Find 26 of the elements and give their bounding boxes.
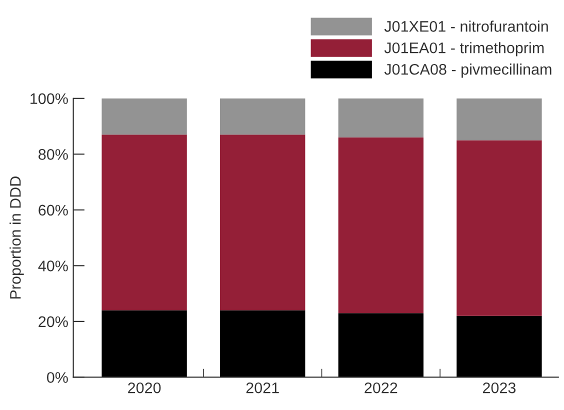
bar <box>338 137 424 314</box>
x-tick-label: 2020 <box>128 382 161 394</box>
bar <box>456 98 542 140</box>
y-tick-label: 100% <box>30 93 68 104</box>
bar <box>220 134 306 310</box>
bar <box>338 98 424 138</box>
bar <box>456 316 542 378</box>
bar <box>220 98 306 135</box>
y-tick-label: 40% <box>38 260 68 272</box>
bar <box>102 134 187 310</box>
x-tick-label: 2021 <box>246 382 279 394</box>
y-tick-label: 0% <box>46 372 68 383</box>
x-tick-label: 2022 <box>364 382 398 394</box>
bar <box>102 98 187 135</box>
y-axis-title: Proportion in DDD <box>10 176 24 299</box>
legend-label: J01XE01 - nitrofurantoin <box>384 20 548 32</box>
x-tick-label: 2023 <box>482 382 516 394</box>
y-tick-label: 80% <box>38 149 68 160</box>
legend-label: J01EA01 - trimethoprim <box>384 42 544 56</box>
bar <box>102 310 187 378</box>
y-tick-label: 20% <box>38 316 68 328</box>
bar <box>456 140 542 316</box>
bar <box>338 313 424 378</box>
bar <box>220 310 306 378</box>
legend-label: J01CA08 - pivmecillinam <box>384 64 552 78</box>
y-tick-label: 60% <box>38 204 68 216</box>
